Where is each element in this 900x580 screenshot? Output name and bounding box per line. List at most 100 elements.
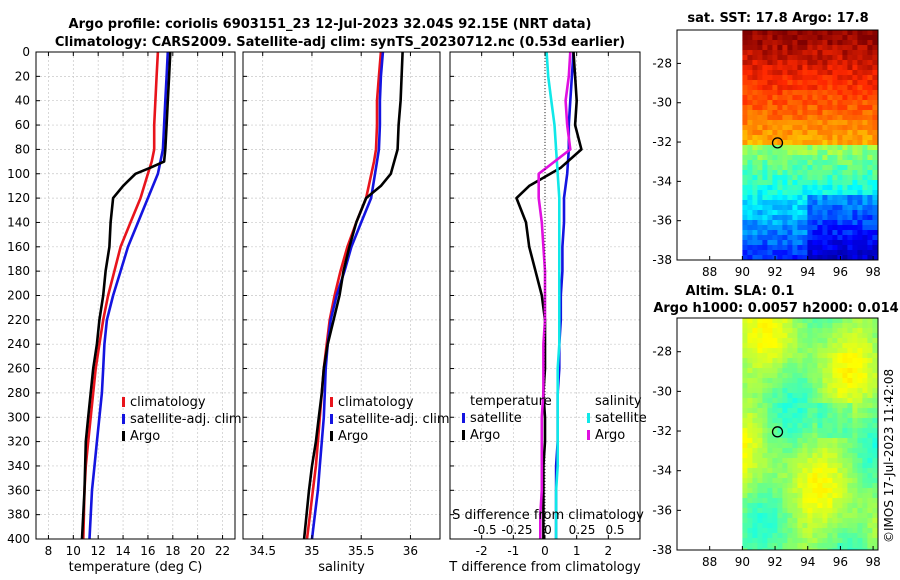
map-cell xyxy=(807,110,813,116)
map-cell xyxy=(812,50,818,56)
map-cell xyxy=(852,398,858,404)
map-cell xyxy=(857,438,863,444)
map-cell xyxy=(802,170,808,176)
map-cell xyxy=(832,498,838,504)
map-cell xyxy=(827,100,833,106)
map-cell xyxy=(802,328,808,334)
map-cell xyxy=(832,135,838,141)
map-cell xyxy=(757,323,763,329)
map-cell xyxy=(747,145,753,151)
map-cell xyxy=(872,40,878,46)
map-cell xyxy=(842,30,848,36)
map-cell xyxy=(832,120,838,126)
map-cell xyxy=(867,378,873,384)
map-cell xyxy=(807,343,813,349)
x-tick-label: 88 xyxy=(702,555,717,569)
map-cell xyxy=(862,523,868,529)
map-cell xyxy=(802,220,808,226)
map-cell xyxy=(792,503,798,509)
map-cell xyxy=(832,458,838,464)
map-cell xyxy=(837,115,843,121)
map-cell xyxy=(847,463,853,469)
map-cell xyxy=(807,353,813,359)
map-cell xyxy=(787,225,793,231)
map-cell xyxy=(777,80,783,86)
map-cell xyxy=(782,180,788,186)
map-cell xyxy=(752,348,758,354)
map-cell xyxy=(817,30,823,36)
map-cell xyxy=(782,160,788,166)
map-cell xyxy=(832,125,838,131)
map-cell xyxy=(857,523,863,529)
map-cell xyxy=(832,338,838,344)
timestamp: ©IMOS 17-Jul-2023 11:42:08 xyxy=(882,369,896,543)
map-cell xyxy=(857,190,863,196)
map-cell xyxy=(837,55,843,61)
map-cell xyxy=(752,368,758,374)
map-cell xyxy=(807,398,813,404)
map-cell xyxy=(792,403,798,409)
map-cell xyxy=(752,205,758,211)
map-cell xyxy=(812,453,818,459)
map-cell xyxy=(767,378,773,384)
map-cell xyxy=(827,150,833,156)
map-cell xyxy=(857,185,863,191)
map-cell xyxy=(862,35,868,41)
map-cell xyxy=(757,423,763,429)
map-cell xyxy=(757,175,763,181)
map-cell xyxy=(857,240,863,246)
map-cell xyxy=(847,175,853,181)
map-cell xyxy=(847,165,853,171)
map-cell xyxy=(812,195,818,201)
map-cell xyxy=(842,548,848,551)
map-cell xyxy=(762,250,768,256)
map-cell xyxy=(757,120,763,126)
map-cell xyxy=(862,518,868,524)
map-cell xyxy=(807,393,813,399)
map-cell xyxy=(792,190,798,196)
map-cell xyxy=(837,503,843,509)
map-cell xyxy=(762,468,768,474)
map-cell xyxy=(772,408,778,414)
map-cell xyxy=(862,418,868,424)
map-cell xyxy=(787,35,793,41)
map-cell xyxy=(767,528,773,534)
map-cell xyxy=(817,215,823,221)
map-cell xyxy=(862,533,868,539)
map-cell xyxy=(797,393,803,399)
map-cell xyxy=(842,398,848,404)
map-cell xyxy=(812,30,818,36)
map-cell xyxy=(757,35,763,41)
map-cell xyxy=(832,175,838,181)
map-cell xyxy=(872,115,878,121)
map-cell xyxy=(822,348,828,354)
map-cell xyxy=(772,45,778,51)
map-cell xyxy=(867,130,873,136)
map-cell xyxy=(777,388,783,394)
map-cell xyxy=(787,458,793,464)
map-cell xyxy=(772,195,778,201)
map-cell xyxy=(867,230,873,236)
map-cell xyxy=(762,230,768,236)
map-cell xyxy=(872,220,878,226)
map-cell xyxy=(857,50,863,56)
map-cell xyxy=(747,463,753,469)
map-cell xyxy=(842,338,848,344)
map-cell xyxy=(847,50,853,56)
map-cell xyxy=(782,493,788,499)
map-cell xyxy=(822,363,828,369)
map-cell xyxy=(867,423,873,429)
map-cell xyxy=(852,205,858,211)
map-cell xyxy=(757,100,763,106)
temperature-panel: 8 10 12 14 16 18 20 220204060801001201401601802… xyxy=(7,45,242,575)
map-cell xyxy=(857,398,863,404)
map-cell xyxy=(782,60,788,66)
map-cell xyxy=(777,368,783,374)
map-cell xyxy=(837,110,843,116)
map-cell xyxy=(857,195,863,201)
map-cell xyxy=(847,543,853,549)
map-cell xyxy=(792,200,798,206)
map-cell xyxy=(827,443,833,449)
map-cell xyxy=(757,115,763,121)
map-cell xyxy=(767,205,773,211)
